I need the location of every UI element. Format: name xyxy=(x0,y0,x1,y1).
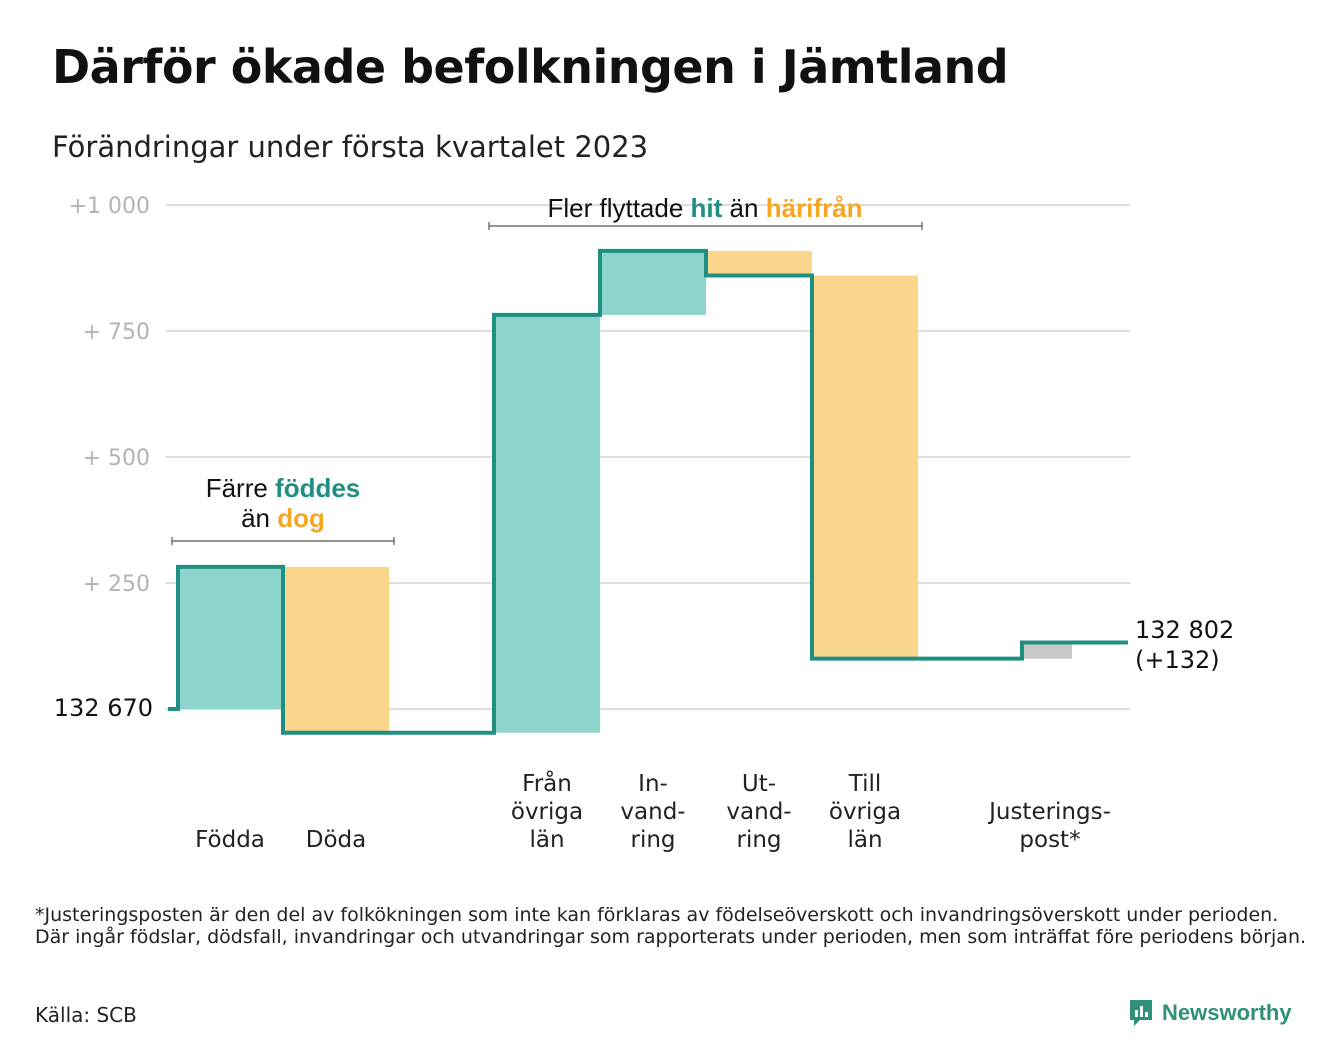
births-annotation-line1: Färre föddes xyxy=(206,473,361,503)
waterfall-chart: + 250+ 500+ 750+1 000 Födda DödaFrånövrig… xyxy=(54,193,1235,853)
waterfall-bar xyxy=(812,275,918,659)
category-label: vand- xyxy=(620,799,685,825)
waterfall-bar xyxy=(1022,642,1072,659)
category-label: Från xyxy=(522,769,572,797)
category-label: Döda xyxy=(306,827,366,853)
y-tick-label: + 250 xyxy=(83,572,150,597)
category-label: ring xyxy=(630,827,675,853)
category-label: ring xyxy=(736,827,781,853)
category-label: län xyxy=(529,827,564,853)
category-label: Till xyxy=(848,771,882,797)
category-label: övriga xyxy=(511,799,583,825)
waterfall-bar xyxy=(706,250,812,276)
category-label: vand- xyxy=(726,799,791,825)
waterfall-bar xyxy=(283,566,389,733)
waterfall-bar xyxy=(600,250,706,315)
category-label: Födda xyxy=(195,827,265,853)
cumulative-step-line xyxy=(168,248,1128,735)
category-label: Ut- xyxy=(742,771,776,797)
category-label: Justerings- xyxy=(987,799,1111,825)
y-tick-label: + 750 xyxy=(83,320,150,345)
brand-logo: Newsworthy xyxy=(1128,998,1292,1028)
y-axis-ticks: + 250 + 500 + 750 +1 000 xyxy=(69,194,150,597)
category-label: In- xyxy=(638,771,668,797)
category-label: övriga xyxy=(829,799,901,825)
end-value-label: 132 802 xyxy=(1135,616,1234,644)
annotations: Färre föddes än dog Fler flyttade hit än… xyxy=(171,193,923,545)
step-line-layer xyxy=(168,248,1128,735)
waterfall-bar xyxy=(178,566,284,709)
start-value-label: 132 670 xyxy=(54,694,153,722)
chart-subtitle: Förändringar under första kvartalet 2023 xyxy=(52,130,649,164)
chart-title: Därför ökade befolkningen i Jämtland xyxy=(52,40,1009,94)
end-change-label: (+132) xyxy=(1135,646,1220,674)
category-labels: Födda DödaFrånövrigalänIn-vand-ringUt-van… xyxy=(195,769,1111,853)
category-label: post* xyxy=(1019,827,1080,853)
newsworthy-logo-icon xyxy=(1130,1000,1152,1026)
source-label: Källa: SCB xyxy=(35,1003,137,1027)
y-tick-label: + 500 xyxy=(83,446,150,471)
bars xyxy=(178,250,1072,733)
footnote: *Justeringsposten är den del av folkökni… xyxy=(35,904,1307,948)
brand-name: Newsworthy xyxy=(1162,1000,1292,1025)
births-annotation-line2: än dog xyxy=(241,503,325,533)
y-tick-label: +1 000 xyxy=(69,194,150,219)
category-label: län xyxy=(847,827,882,853)
waterfall-bar xyxy=(494,314,600,733)
migration-annotation: Fler flyttade hit än härifrån xyxy=(547,193,862,223)
